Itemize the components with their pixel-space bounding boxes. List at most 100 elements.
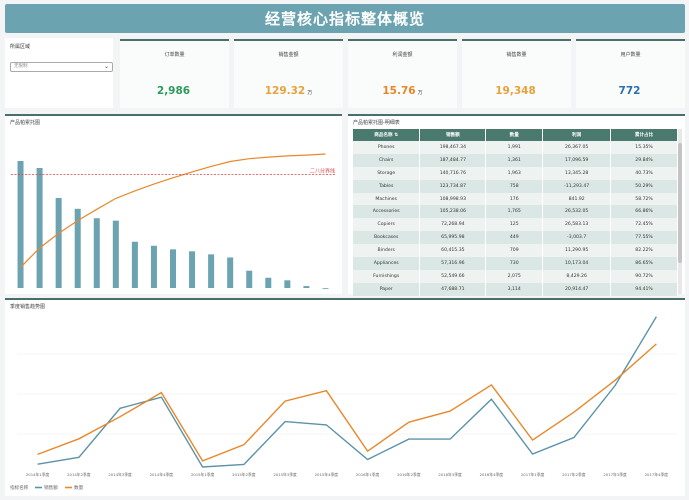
x-tick-label: 2015年4季度 — [315, 472, 339, 477]
kpi-card-orders: 订单数量 2,986 — [120, 39, 229, 108]
table-cell: 2,075 — [485, 269, 544, 283]
table-cell: 72.45% — [610, 218, 678, 232]
table-cell: Phones — [353, 141, 421, 154]
pareto-bar — [303, 286, 310, 288]
chevron-down-icon[interactable]: ⌄ — [103, 63, 109, 70]
table-cell: 709 — [485, 244, 544, 258]
table-row[interactable]: Binders 60,415.35 709 11,290.95 82.22% — [353, 244, 678, 258]
table-cell: 10,173.04 — [542, 257, 612, 270]
table-header-profit[interactable]: 利润 — [542, 129, 612, 141]
pareto-bar — [131, 241, 138, 288]
table-cell: 125 — [485, 218, 544, 232]
pareto-bar — [74, 208, 81, 288]
table-cell: 187,484.77 — [419, 153, 487, 167]
x-tick-label: 2016年4季度 — [480, 472, 504, 477]
table-row[interactable]: Tables 123,734.87 758 -11,293.47 50.29% — [353, 179, 678, 193]
table-row[interactable]: Storage 140,716.76 1,963 13,345.28 40.73% — [353, 166, 678, 180]
kpi-card-quantity: 销售数量 19,348 — [462, 39, 571, 108]
table-cell: 50.29% — [610, 179, 678, 193]
dashboard-title: 经营核心指标整体概览 — [5, 4, 685, 33]
pareto-bar — [93, 218, 100, 288]
season-panel: 季度销售趋势图 — [5, 298, 685, 496]
pareto-bar — [150, 245, 157, 288]
table-cell: 47,688.71 — [419, 282, 487, 296]
x-tick-label: 2016年2季度 — [397, 472, 421, 477]
table-cell: 86.65% — [610, 257, 678, 270]
pareto-bar — [227, 257, 234, 288]
x-tick-label: 2016年1季度 — [356, 472, 380, 477]
table-cell: 65,995.98 — [419, 231, 487, 245]
pareto-bar — [284, 280, 291, 288]
x-tick-label: 2017年3季度 — [603, 472, 627, 477]
table-cell: 198,467.34 — [419, 141, 487, 154]
table-scrollbar[interactable] — [678, 129, 682, 294]
pareto-bar — [208, 254, 215, 288]
table-cell: 140,716.76 — [419, 166, 487, 180]
table-cell: 1,963 — [485, 166, 544, 180]
table-cell: 105,238.06 — [419, 205, 487, 219]
region-filter-label: 所属区域 — [10, 44, 31, 50]
table-row[interactable]: Accessories 105,238.06 1,765 26,532.05 66.86… — [353, 205, 678, 219]
pareto-bar — [189, 251, 196, 288]
table-cell: 90.72% — [610, 269, 678, 283]
pareto-chart: 二八分界线 — [11, 153, 335, 289]
region-filter-panel: 所属区域 无限制 ⌄ — [5, 38, 113, 108]
table-header-cumulative[interactable]: 累计占比 — [610, 129, 678, 141]
x-tick-label: 2015年3季度 — [273, 472, 297, 477]
table-row[interactable]: Copiers 72,268.94 125 26,583.13 72.45% — [353, 218, 678, 232]
pareto-bar — [265, 277, 272, 288]
season-trend-chart: 2014年1季度 2014年2季度 2014年3季度 2014年4季度 2015年1季度… — [10, 316, 677, 491]
kpi-value: 772 — [618, 85, 641, 97]
table-cell: 60,415.35 — [419, 244, 487, 258]
table-cell: 11,290.95 — [542, 244, 612, 258]
legend-title: 指标名称 — [10, 484, 29, 491]
legend-label: 数量 — [74, 484, 84, 491]
table-cell: Paper — [353, 282, 421, 296]
table-header-name[interactable]: 商品名称 ⇅ — [353, 129, 421, 141]
pareto-bar — [322, 288, 329, 289]
table-row[interactable]: Paper 47,688.71 3,114 20,914.47 94.41% — [353, 282, 678, 296]
sort-icon[interactable]: ⇅ — [394, 133, 399, 138]
table-row[interactable]: Phones 198,467.34 1,991 26,367.05 15.35% — [353, 141, 678, 154]
table-cell: 841.92 — [542, 192, 612, 206]
table-cell: 58.72% — [610, 192, 678, 206]
table-cell: Machines — [353, 192, 421, 206]
legend-label: 销售额 — [44, 484, 58, 491]
table-cell: Furnishings — [353, 269, 421, 283]
table-cell: 15.35% — [610, 141, 678, 154]
x-tick-label: 2015年2季度 — [232, 472, 256, 477]
table-title: 产品帕累托图-明细表 — [353, 120, 400, 126]
table-header-qty[interactable]: 数量 — [485, 129, 544, 141]
reference-line-label: 二八分界线 — [310, 167, 335, 174]
table-row[interactable]: Machines 108,998.93 176 841.92 58.72% — [353, 192, 678, 206]
table-cell: 26,532.05 — [542, 205, 612, 219]
kpi-value: 129.32 — [264, 85, 306, 97]
table-row[interactable]: Furnishings 52,549.66 2,075 8,429.26 90.72% — [353, 269, 678, 283]
table-header-sales[interactable]: 销售额 — [419, 129, 487, 141]
kpi-card-profit: 利润金额 15.76 万 — [348, 39, 457, 108]
x-tick-label: 2015年1季度 — [191, 472, 215, 477]
pareto-bar — [246, 270, 253, 288]
table-cell: 20,914.47 — [542, 282, 612, 296]
x-tick-label: 2017年1季度 — [521, 472, 545, 477]
kpi-label: 订单数量 — [164, 52, 185, 58]
table-cell: Accessories — [353, 205, 421, 219]
scrollbar-thumb[interactable] — [678, 143, 682, 263]
table-cell: 66.86% — [610, 205, 678, 219]
table-cell: 123,734.87 — [419, 179, 487, 193]
x-tick-label: 2014年1季度 — [26, 472, 50, 477]
x-tick-label: 2014年4季度 — [150, 472, 174, 477]
table-row[interactable]: Appliances 57,316.96 730 10,173.04 86.65% — [353, 257, 678, 270]
region-select[interactable]: 无限制 ⌄ — [10, 62, 113, 72]
table-cell: 57,316.96 — [419, 257, 487, 270]
kpi-card-sales: 销售金额 129.32 万 — [234, 39, 343, 108]
table-row[interactable]: Chairs 187,484.77 1,361 17,096.59 29.84% — [353, 153, 678, 167]
pareto-bar — [36, 168, 43, 288]
kpi-value: 15.76 — [382, 85, 416, 97]
table-cell: Bookcases — [353, 231, 421, 245]
table-row[interactable]: Bookcases 65,995.98 449 -3,003.7 77.55% — [353, 231, 678, 245]
table-cell: Appliances — [353, 257, 421, 270]
table-cell: Storage — [353, 166, 421, 180]
series-line — [37, 343, 657, 462]
table-cell: -11,293.47 — [542, 179, 612, 193]
